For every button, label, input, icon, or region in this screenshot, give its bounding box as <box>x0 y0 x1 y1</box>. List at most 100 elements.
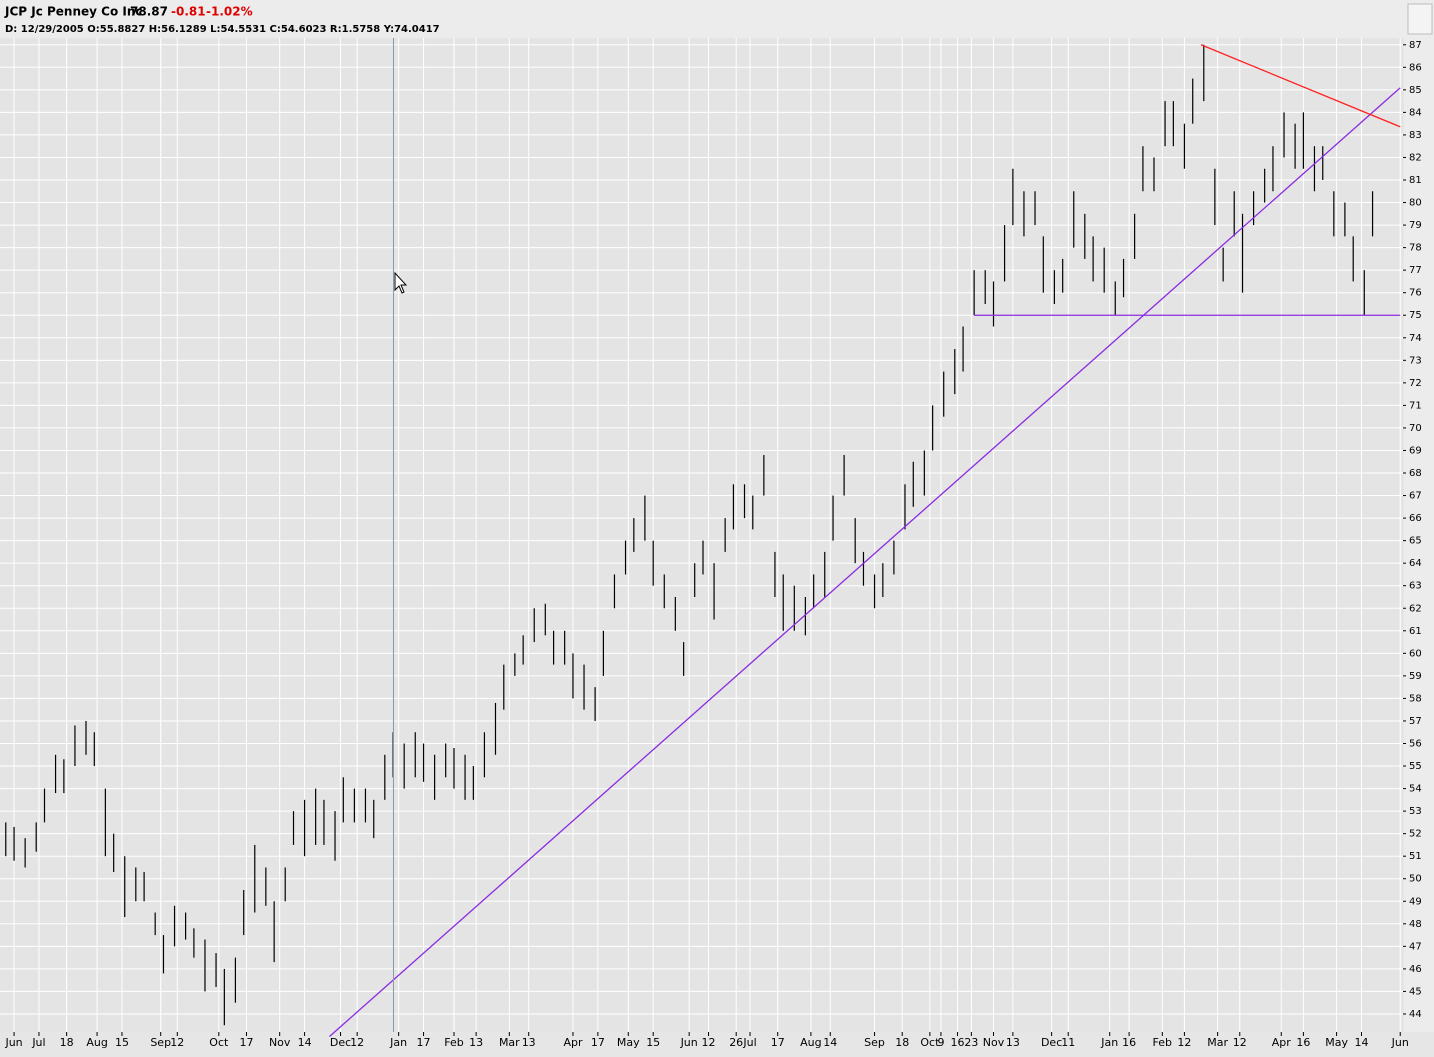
x-tick-label: 15 <box>646 1036 660 1049</box>
x-tick-label: 14 <box>298 1036 312 1049</box>
mouse-cursor <box>394 271 408 294</box>
y-tick-label: 44 <box>1409 1009 1422 1020</box>
y-tick-label: 70 <box>1409 423 1422 434</box>
x-tick-label: 15 <box>115 1036 129 1049</box>
x-tick-label: 18 <box>60 1036 74 1049</box>
x-tick-label: May <box>617 1036 640 1049</box>
y-tick-label: 58 <box>1409 693 1422 704</box>
y-tick-label: 54 <box>1409 784 1422 795</box>
x-tick-label: Sep <box>864 1036 885 1049</box>
y-tick-label: 65 <box>1409 536 1422 547</box>
x-tick-label: 13 <box>469 1036 483 1049</box>
y-tick-label: 74 <box>1409 333 1422 344</box>
x-tick-label: 13 <box>1006 1036 1020 1049</box>
symbol: JCP Jc Penney Co Inc <box>4 5 143 19</box>
y-tick-label: 86 <box>1409 62 1422 73</box>
y-tick-label: 46 <box>1409 964 1422 975</box>
x-tick-label: 12 <box>1177 1036 1191 1049</box>
x-tick-label: Apr <box>563 1036 583 1049</box>
y-tick-label: 45 <box>1409 986 1422 997</box>
x-tick-label: Nov <box>983 1036 1005 1049</box>
x-tick-label: 16 <box>951 1036 965 1049</box>
y-tick-label: 71 <box>1409 400 1422 411</box>
y-tick-label: 77 <box>1409 265 1422 276</box>
y-tick-label: 73 <box>1409 355 1422 366</box>
x-tick-label: May <box>1325 1036 1348 1049</box>
x-tick-label: Jul <box>742 1036 756 1049</box>
x-tick-label: Apr <box>1272 1036 1292 1049</box>
x-tick-label: 12 <box>170 1036 184 1049</box>
y-tick-label: 64 <box>1409 558 1422 569</box>
ohlc-info: D: 12/29/2005 O:55.8827 H:56.1289 L:54.5… <box>5 24 440 35</box>
y-tick-label: 49 <box>1409 896 1422 907</box>
x-tick-label: Jan <box>389 1036 407 1049</box>
x-tick-label: Mar <box>1207 1036 1228 1049</box>
x-tick-label: 16 <box>1122 1036 1136 1049</box>
plot-area <box>0 38 1404 1032</box>
y-tick-label: 87 <box>1409 40 1422 51</box>
y-tick-label: 83 <box>1409 130 1422 141</box>
x-tick-label: Oct <box>209 1036 229 1049</box>
trend-line <box>1200 44 1401 128</box>
x-tick-label: Aug <box>800 1036 821 1049</box>
x-tick-label: 14 <box>1354 1036 1368 1049</box>
x-tick-label: 26 <box>729 1036 743 1049</box>
x-tick-label: 12 <box>1233 1036 1247 1049</box>
axis-area <box>1404 38 1434 1032</box>
x-tick-label: 23 <box>964 1036 978 1049</box>
x-tick-label: Dec <box>330 1036 351 1049</box>
y-tick-label: 76 <box>1409 288 1422 299</box>
x-tick-label: Dec <box>1041 1036 1062 1049</box>
scrollbar[interactable] <box>1407 3 1433 35</box>
y-tick-label: 84 <box>1409 107 1422 118</box>
x-tick-label: Feb <box>444 1036 463 1049</box>
y-tick-label: 51 <box>1409 851 1422 862</box>
y-tick-label: 80 <box>1409 198 1422 209</box>
x-tick-label: 12 <box>350 1036 364 1049</box>
y-tick-label: 50 <box>1409 874 1422 885</box>
y-tick-label: 57 <box>1409 716 1422 727</box>
x-tick-label: Jun <box>680 1036 698 1049</box>
y-tick-label: 79 <box>1409 220 1422 231</box>
y-tick-label: 48 <box>1409 919 1422 930</box>
x-tick-label: 9 <box>937 1036 944 1049</box>
x-tick-label: 18 <box>895 1036 909 1049</box>
y-tick-label: 60 <box>1409 648 1422 659</box>
x-tick-label: 16 <box>1296 1036 1310 1049</box>
x-tick-label: 11 <box>1061 1036 1075 1049</box>
x-tick-label: 17 <box>591 1036 605 1049</box>
x-tick-label: Mar <box>499 1036 520 1049</box>
x-tick-label: 14 <box>823 1036 837 1049</box>
header-bar <box>0 0 1434 38</box>
y-tick-label: 66 <box>1409 513 1422 524</box>
y-tick-label: 53 <box>1409 806 1422 817</box>
x-tick-label: 12 <box>702 1036 716 1049</box>
y-tick-label: 61 <box>1409 626 1422 637</box>
change: -0.81 <box>171 5 206 19</box>
y-tick-label: 62 <box>1409 603 1422 614</box>
y-tick-label: 72 <box>1409 378 1422 389</box>
y-tick-label: 85 <box>1409 85 1422 96</box>
x-tick-label: 17 <box>417 1036 431 1049</box>
y-tick-label: 81 <box>1409 175 1422 186</box>
y-tick-label: 52 <box>1409 829 1422 840</box>
y-tick-label: 69 <box>1409 445 1422 456</box>
x-tick-label: Feb <box>1153 1036 1172 1049</box>
y-tick-label: 82 <box>1409 152 1422 163</box>
last-price: 78.87 <box>130 5 168 19</box>
y-tick-label: 67 <box>1409 491 1422 502</box>
y-tick-label: 59 <box>1409 671 1422 682</box>
y-tick-label: 68 <box>1409 468 1422 479</box>
x-tick-label: Jul <box>31 1036 45 1049</box>
change-pct: -1.02% <box>206 5 253 19</box>
x-tick-label: Jun <box>4 1036 22 1049</box>
x-tick-label: Oct <box>920 1036 940 1049</box>
y-tick-label: 75 <box>1409 310 1422 321</box>
x-tick-label: 13 <box>522 1036 536 1049</box>
trend-line <box>329 87 1401 1037</box>
y-tick-label: 56 <box>1409 738 1422 749</box>
y-tick-label: 78 <box>1409 243 1422 254</box>
x-tick-label: 17 <box>239 1036 253 1049</box>
y-tick-label: 55 <box>1409 761 1422 772</box>
